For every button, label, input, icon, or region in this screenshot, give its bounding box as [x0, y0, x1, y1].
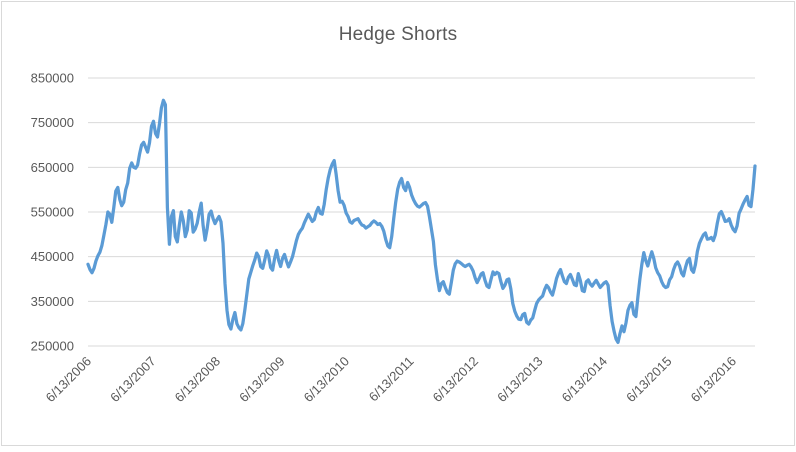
y-axis-tick-label: 450000	[31, 249, 74, 264]
chart-title: Hedge Shorts	[338, 24, 458, 45]
x-axis-tick-label: 6/13/2009	[236, 354, 288, 406]
x-axis-tick-label: 6/13/2007	[107, 354, 159, 406]
x-axis-tick-label: 6/13/2013	[494, 354, 546, 406]
x-axis-tick-label: 6/13/2012	[430, 354, 482, 406]
y-axis-tick-label: 650000	[31, 160, 74, 175]
y-axis-tick-label: 850000	[31, 71, 74, 86]
y-axis-tick-label: 250000	[31, 339, 74, 354]
x-axis-tick-label: 6/13/2006	[43, 354, 95, 406]
y-axis-tick-label: 750000	[31, 115, 74, 130]
y-axis-labels: 850000 750000 650000 550000 450000 350000 2500…	[31, 71, 74, 354]
y-axis-tick-label: 350000	[31, 294, 74, 309]
y-axis-tick-label: 550000	[31, 205, 74, 220]
x-axis-labels: 6/13/2006 6/13/2007 6/13/2008 6/13/2009 6/13…	[43, 354, 740, 406]
x-axis-tick-label: 6/13/2015	[623, 354, 675, 406]
x-axis-tick-label: 6/13/2016	[688, 354, 740, 406]
x-axis-tick-label: 6/13/2008	[172, 354, 224, 406]
series-line-hedge-shorts	[86, 98, 757, 345]
x-axis-tick-label: 6/13/2014	[559, 354, 611, 406]
x-axis-tick-label: 6/13/2010	[301, 354, 353, 406]
x-axis-tick-label: 6/13/2011	[366, 354, 417, 405]
